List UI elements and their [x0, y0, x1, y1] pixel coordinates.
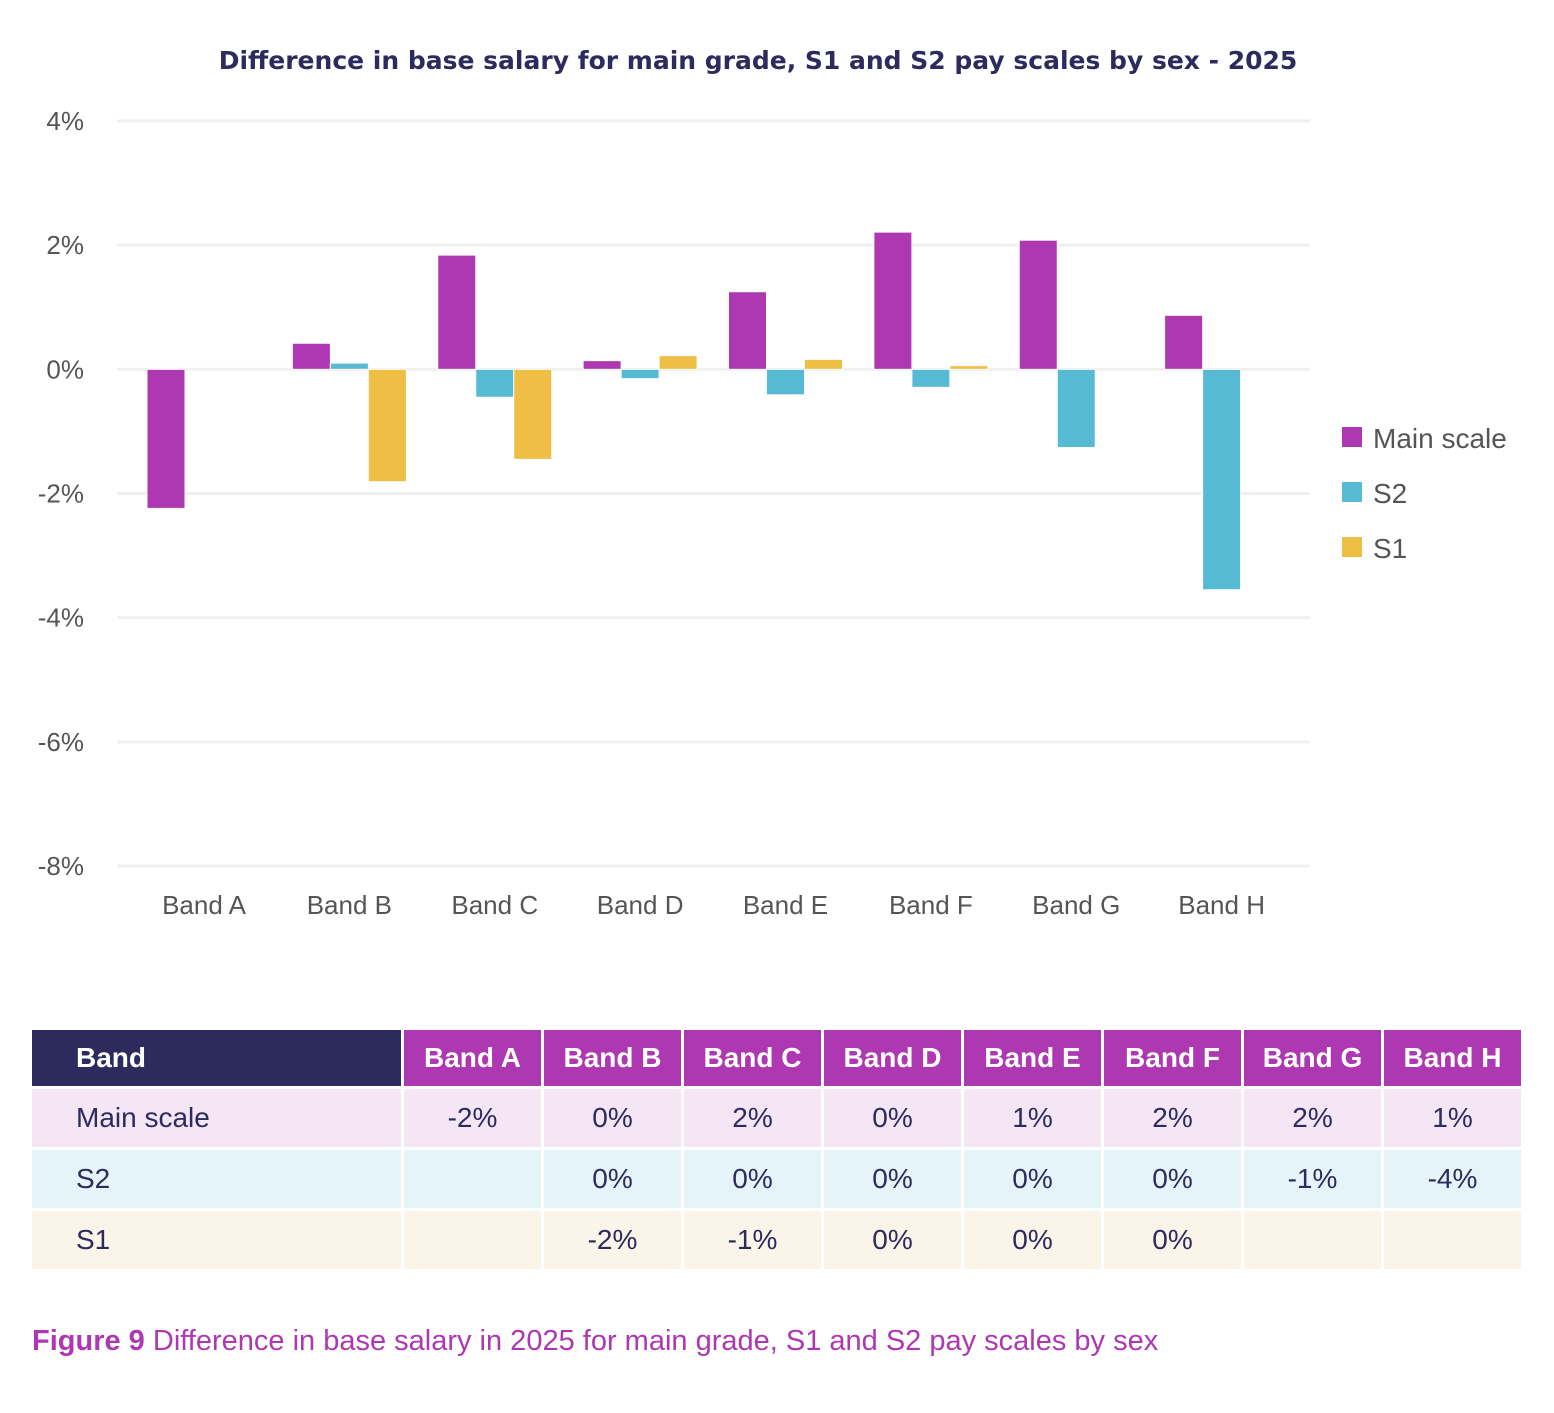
figure-label: Figure 9	[32, 1325, 145, 1357]
table-cell: 0%	[964, 1211, 1101, 1269]
bar-main-scale-band-f	[873, 231, 913, 370]
y-tick-label: 4%	[46, 106, 84, 136]
table-header-cell: Band A	[404, 1030, 541, 1086]
y-tick-label: -2%	[38, 479, 84, 509]
table-cell: 2%	[1244, 1089, 1381, 1147]
table-cell: -1%	[684, 1211, 821, 1269]
table-row-label: Main scale	[32, 1089, 401, 1147]
x-tick-label: Band G	[1032, 890, 1120, 920]
legend-swatch	[1342, 482, 1362, 502]
x-tick-label: Band A	[162, 890, 247, 920]
chart-title: Difference in base salary for main grade…	[219, 46, 1298, 75]
bar-s2-band-b	[329, 362, 369, 370]
table-cell: 0%	[824, 1089, 961, 1147]
bar-main-scale-band-a	[146, 368, 186, 509]
table-header-cell: Band G	[1244, 1030, 1381, 1086]
gridlines	[117, 119, 1310, 868]
table-row-label: S2	[32, 1150, 401, 1208]
table-header-cell: Band E	[964, 1030, 1101, 1086]
table-cell: 1%	[1384, 1089, 1521, 1147]
figure-caption: Figure 9 Difference in base salary in 20…	[32, 1325, 1158, 1358]
table-cell: 0%	[544, 1089, 681, 1147]
bar-main-scale-band-g	[1018, 239, 1058, 370]
table-cell	[1244, 1211, 1381, 1269]
bar-s1-band-c	[513, 368, 553, 460]
table-cell: 2%	[1104, 1089, 1241, 1147]
legend-swatch	[1342, 427, 1362, 447]
table-header-cell: Band B	[544, 1030, 681, 1086]
bar-s2-band-e	[766, 368, 805, 396]
bar-s2-band-g	[1056, 368, 1096, 449]
y-tick-label: 2%	[46, 230, 84, 260]
bar-s2-band-h	[1202, 368, 1242, 591]
table-header-cell: Band H	[1384, 1030, 1521, 1086]
bar-s1-band-b	[367, 368, 407, 483]
legend: Main scale S2 S1	[1342, 423, 1507, 564]
y-tick-label: -4%	[38, 603, 84, 633]
table-row-s1: S1 -2% -1% 0% 0% 0%	[32, 1211, 1521, 1269]
bar-main-scale-band-b	[291, 342, 331, 370]
bars	[146, 231, 1242, 591]
bar-main-scale-band-h	[1164, 314, 1204, 370]
x-tick-label: Band B	[307, 890, 392, 920]
table-cell: 0%	[824, 1211, 961, 1269]
bar-main-scale-band-d	[582, 360, 622, 370]
bar-s2-band-d	[620, 368, 660, 380]
x-tick-label: Band F	[889, 890, 973, 920]
bar-s1-band-e	[804, 358, 843, 370]
x-tick-label: Band C	[451, 890, 538, 920]
table-cell: -2%	[404, 1089, 541, 1147]
bar-s1-band-d	[658, 355, 698, 370]
y-tick-label: -8%	[38, 851, 84, 881]
table-cell: 0%	[824, 1150, 961, 1208]
bar-s1-band-f	[949, 365, 989, 370]
table-header-cell: Band C	[684, 1030, 821, 1086]
table-cell: 0%	[1104, 1211, 1241, 1269]
table-cell: 2%	[684, 1089, 821, 1147]
legend-label: S1	[1373, 533, 1407, 564]
y-tick-label: -6%	[38, 727, 84, 757]
bar-chart: Difference in base salary for main grade…	[38, 46, 1507, 920]
table-header-band: Band	[32, 1030, 401, 1086]
table-cell: 0%	[544, 1150, 681, 1208]
data-table: Band Band A Band B Band C Band D Band E …	[29, 1027, 1524, 1272]
bar-main-scale-band-e	[728, 291, 767, 370]
legend-label: Main scale	[1373, 423, 1507, 454]
y-tick-label: 0%	[46, 354, 84, 384]
x-tick-label: Band D	[597, 890, 684, 920]
table-cell: 1%	[964, 1089, 1101, 1147]
table-header-cell: Band F	[1104, 1030, 1241, 1086]
bar-s2-band-f	[911, 368, 951, 388]
bar-main-scale-band-c	[437, 254, 477, 370]
table-header-cell: Band D	[824, 1030, 961, 1086]
x-axis-ticks: Band A Band B Band C Band D Band E Band F Band…	[162, 890, 1265, 920]
table-cell: 0%	[964, 1150, 1101, 1208]
bar-s2-band-c	[475, 368, 515, 398]
table-row-s2: S2 0% 0% 0% 0% 0% -1% -4%	[32, 1150, 1521, 1208]
x-tick-label: Band H	[1178, 890, 1265, 920]
legend-swatch	[1342, 537, 1362, 557]
y-axis-ticks: 4% 2% 0% -2% -4% -6% -8%	[38, 106, 84, 881]
table-row-label: S1	[32, 1211, 401, 1269]
table-cell: -2%	[544, 1211, 681, 1269]
table-row-main-scale: Main scale -2% 0% 2% 0% 1% 2% 2% 1%	[32, 1089, 1521, 1147]
table-header-row: Band Band A Band B Band C Band D Band E …	[32, 1030, 1521, 1086]
x-tick-label: Band E	[743, 890, 828, 920]
legend-label: S2	[1373, 478, 1407, 509]
table-cell: 0%	[684, 1150, 821, 1208]
table-cell: -4%	[1384, 1150, 1521, 1208]
table-cell	[404, 1150, 541, 1208]
figure-caption-text: Difference in base salary in 2025 for ma…	[144, 1325, 1159, 1357]
table-cell: -1%	[1244, 1150, 1381, 1208]
table-cell	[1384, 1211, 1521, 1269]
table-cell	[404, 1211, 541, 1269]
table-cell: 0%	[1104, 1150, 1241, 1208]
